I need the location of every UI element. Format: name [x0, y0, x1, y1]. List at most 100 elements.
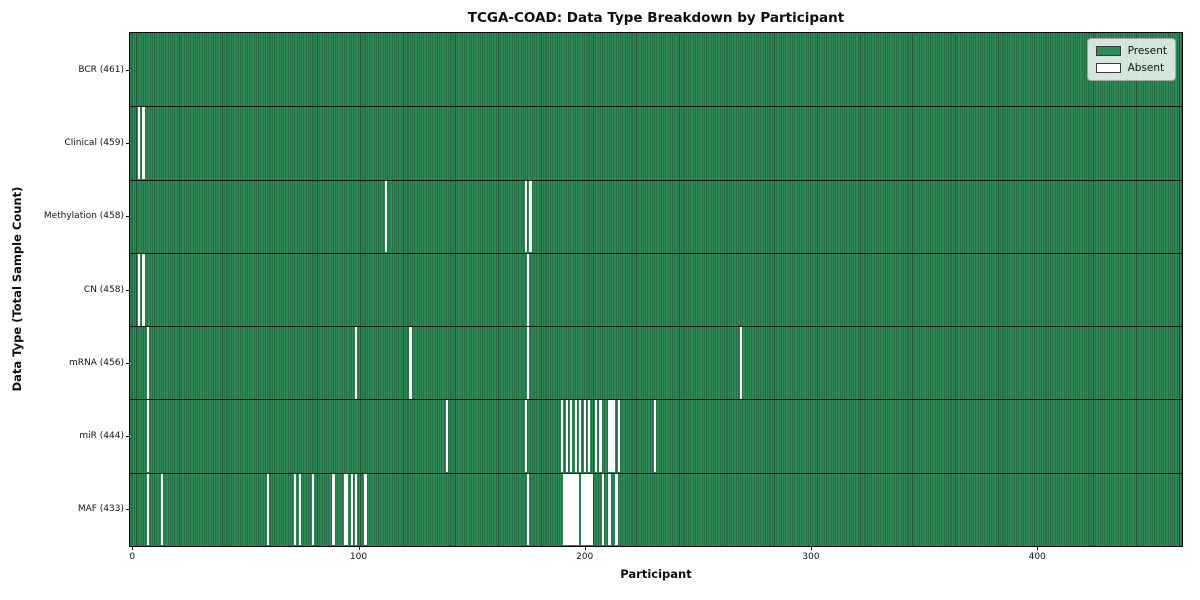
absent-marker	[583, 473, 586, 546]
legend: Present Absent	[1086, 38, 1176, 81]
absent-marker	[581, 473, 584, 546]
x-tick	[1037, 546, 1039, 550]
absent-marker	[565, 399, 568, 473]
absent-marker	[529, 180, 532, 253]
absent-marker	[527, 253, 530, 326]
y-tick	[126, 436, 130, 438]
absent-marker	[588, 473, 591, 546]
absent-marker	[617, 399, 620, 473]
row-separator	[130, 326, 1182, 328]
legend-label-absent: Absent	[1127, 62, 1165, 74]
absent-marker	[613, 399, 616, 473]
x-tick	[358, 546, 360, 550]
absent-marker	[266, 473, 270, 546]
absent-marker	[583, 399, 586, 473]
absent-marker	[585, 473, 589, 546]
row-band-clinical	[130, 106, 1182, 180]
absent-marker	[146, 473, 150, 546]
absent-marker	[332, 473, 335, 546]
absent-marker	[560, 399, 564, 473]
absent-marker	[142, 106, 145, 180]
x-tick-label: 200	[576, 552, 594, 562]
absent-marker	[294, 473, 297, 546]
absent-marker	[350, 473, 353, 546]
y-tick	[126, 289, 130, 291]
y-tick-label: MAF (433)	[77, 504, 124, 515]
absent-marker	[524, 399, 528, 473]
absent-marker	[576, 473, 580, 546]
absent-marker	[570, 399, 573, 473]
y-tick-label: Clinical (459)	[64, 137, 124, 148]
legend-swatch-present-icon	[1095, 46, 1121, 56]
y-tick	[126, 509, 130, 511]
absent-marker	[346, 473, 349, 546]
x-tick-label: 100	[349, 552, 368, 562]
absent-marker	[565, 473, 568, 546]
y-tick	[126, 362, 130, 364]
absent-marker	[608, 399, 611, 473]
y-tick-label: miR (444)	[79, 431, 124, 442]
x-tick	[584, 546, 586, 550]
absent-marker	[588, 399, 591, 473]
row-separator	[130, 252, 1182, 254]
absent-marker	[445, 399, 448, 473]
legend-entry-present: Present	[1095, 45, 1167, 57]
y-tick-label: Methylation (458)	[43, 211, 124, 222]
y-tick	[126, 69, 130, 71]
row-band-methylation	[130, 179, 1182, 253]
absent-marker	[355, 473, 358, 546]
absent-marker	[574, 399, 577, 473]
plot-area: Present Absent	[130, 33, 1182, 546]
absent-marker	[409, 326, 412, 399]
absent-marker	[590, 473, 593, 546]
row-band-maf	[130, 472, 1182, 546]
absent-marker	[355, 326, 358, 399]
absent-marker	[615, 473, 618, 546]
legend-swatch-absent-icon	[1095, 63, 1121, 73]
absent-marker	[601, 473, 605, 546]
absent-marker	[343, 473, 347, 546]
absent-marker	[364, 473, 367, 546]
absent-marker	[146, 326, 150, 399]
legend-label-present: Present	[1127, 45, 1167, 57]
absent-marker	[570, 473, 573, 546]
absent-marker	[142, 253, 145, 326]
y-tick	[126, 142, 130, 144]
absent-marker	[137, 106, 141, 180]
absent-marker	[739, 326, 743, 399]
x-tick-label: 0	[129, 552, 136, 562]
absent-marker	[563, 473, 566, 546]
absent-marker	[599, 399, 602, 473]
absent-marker	[524, 180, 528, 253]
absent-marker	[298, 473, 301, 546]
absent-marker	[146, 399, 150, 473]
x-axis-label: Participant	[620, 567, 692, 581]
y-tick-label: CN (458)	[83, 284, 124, 295]
absent-marker	[527, 473, 530, 546]
row-band-cn	[130, 252, 1182, 327]
absent-marker	[572, 473, 575, 546]
absent-marker	[160, 473, 163, 546]
x-tick	[132, 546, 134, 550]
row-separator	[130, 179, 1182, 181]
row-band-mrna	[130, 326, 1182, 400]
y-tick	[126, 216, 130, 218]
x-tick	[811, 546, 812, 550]
row-separator	[130, 106, 1182, 108]
row-band-bcr	[130, 33, 1182, 107]
legend-entry-absent: Absent	[1095, 62, 1167, 74]
absent-marker	[312, 473, 315, 546]
chart-title: TCGA-COAD: Data Type Breakdown by Partic…	[467, 10, 845, 26]
absent-marker	[608, 473, 611, 546]
absent-marker	[574, 473, 577, 546]
row-separator	[130, 472, 1182, 474]
x-tick-label: 300	[802, 552, 820, 562]
x-tick-label: 400	[1028, 552, 1046, 562]
row-separator	[130, 399, 1182, 401]
absent-marker	[594, 399, 598, 473]
y-tick-label: BCR (461)	[78, 64, 124, 75]
absent-marker	[653, 399, 657, 473]
y-tick-label: mRNA (456)	[69, 357, 124, 368]
absent-marker	[567, 473, 571, 546]
